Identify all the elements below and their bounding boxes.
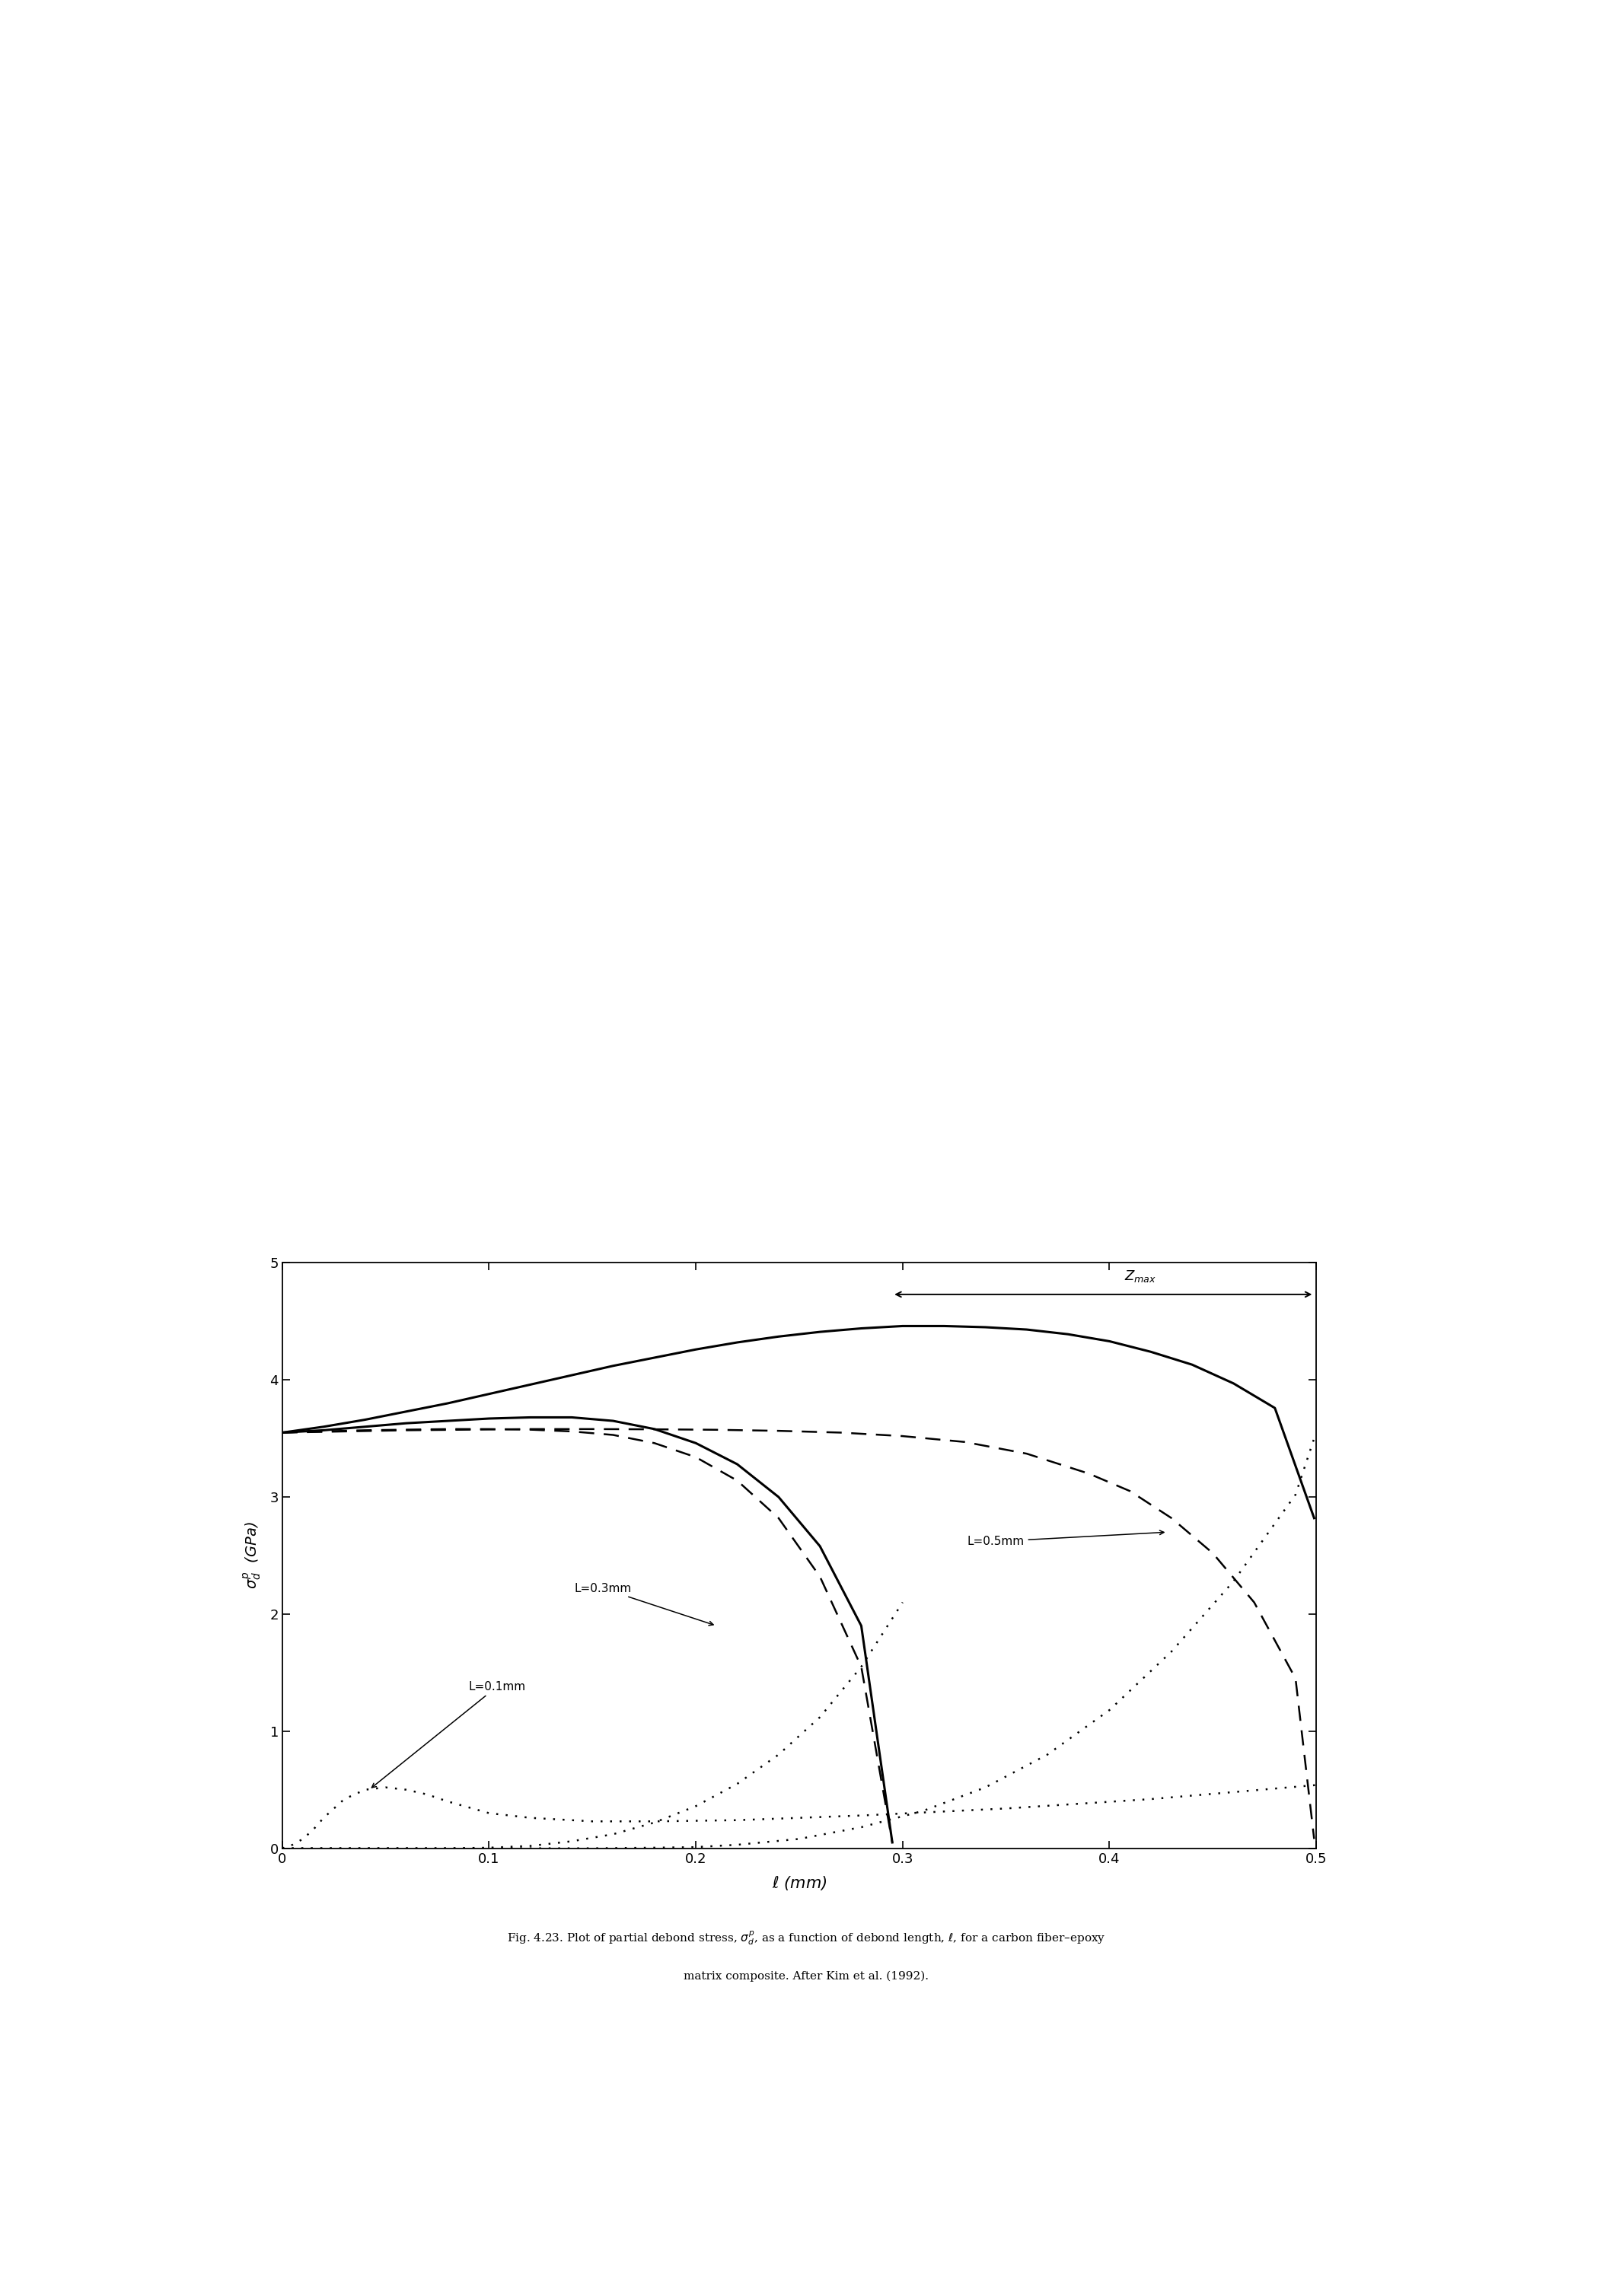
Text: L=0.5mm: L=0.5mm xyxy=(968,1531,1165,1548)
Text: L=0.1mm: L=0.1mm xyxy=(371,1681,526,1789)
Text: $Z_{max}$: $Z_{max}$ xyxy=(1124,1270,1157,1283)
Text: L=0.3mm: L=0.3mm xyxy=(574,1582,713,1626)
Text: Fig. 4.23. Plot of partial debond stress, $\sigma_d^p$, as a function of debond : Fig. 4.23. Plot of partial debond stress… xyxy=(506,1929,1107,1947)
X-axis label: $\ell$ (mm): $\ell$ (mm) xyxy=(771,1874,827,1892)
Text: matrix composite. After Kim et al. (1992).: matrix composite. After Kim et al. (1992… xyxy=(684,1970,929,1981)
Y-axis label: $\sigma_d^p$  (GPa): $\sigma_d^p$ (GPa) xyxy=(242,1522,263,1589)
